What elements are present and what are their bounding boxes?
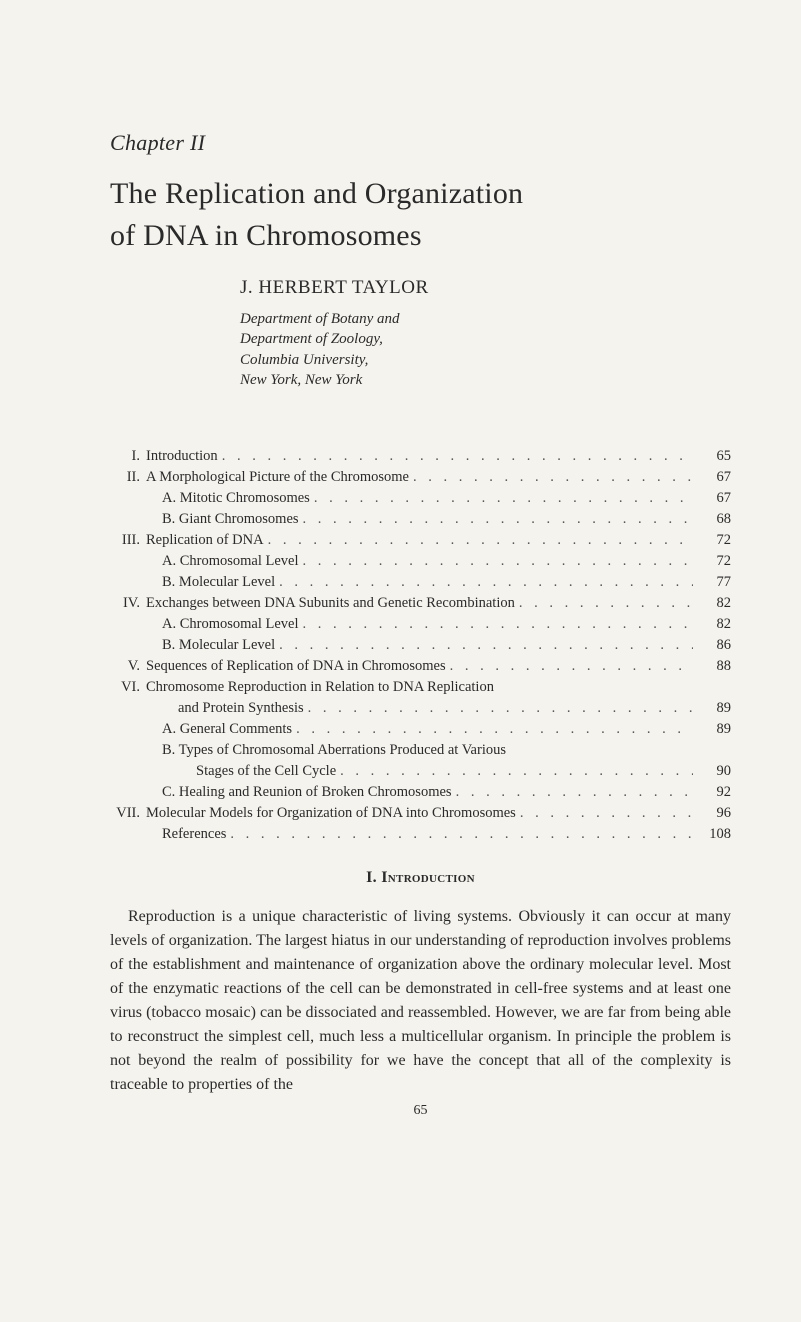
toc-leader <box>336 761 693 782</box>
toc-row: III.Replication of DNA 72 <box>110 530 731 551</box>
affiliation-block: Department of Botany and Department of Z… <box>110 309 731 390</box>
toc-page: 77 <box>693 572 731 593</box>
toc-page: 108 <box>693 824 731 845</box>
toc-label: B. Molecular Level <box>162 635 275 656</box>
toc-page: 65 <box>693 446 731 467</box>
toc-row: B. Molecular Level 86 <box>110 635 731 656</box>
toc-label: and Protein Synthesis <box>178 698 304 719</box>
toc-row: and Protein Synthesis 89 <box>110 698 731 719</box>
toc-leader <box>452 782 693 803</box>
affiliation-line: Department of Botany and <box>240 309 731 329</box>
toc-page: 72 <box>693 551 731 572</box>
toc-page: 72 <box>693 530 731 551</box>
toc-label: Molecular Models for Organization of DNA… <box>146 803 516 824</box>
toc-roman: I. <box>110 446 146 467</box>
body-paragraph: Reproduction is a unique characteristic … <box>110 905 731 1097</box>
table-of-contents: I.Introduction65II.A Morphological Pictu… <box>110 446 731 845</box>
title-line-1: The Replication and Organization <box>110 174 731 214</box>
toc-label: A. Mitotic Chromosomes <box>162 488 310 509</box>
toc-row: VII.Molecular Models for Organization of… <box>110 803 731 824</box>
toc-label: A. Chromosomal Level <box>162 614 299 635</box>
title-line-2: of DNA in Chromosomes <box>110 216 731 256</box>
toc-roman: II. <box>110 467 146 488</box>
toc-label: C. Healing and Reunion of Broken Chromos… <box>162 782 452 803</box>
toc-page: 67 <box>693 488 731 509</box>
toc-row: B. Molecular Level 77 <box>110 572 731 593</box>
toc-leader <box>226 824 693 845</box>
toc-roman: IV. <box>110 593 146 614</box>
toc-leader <box>446 656 693 677</box>
toc-leader <box>299 551 693 572</box>
page-number: 65 <box>110 1103 731 1119</box>
toc-roman: VII. <box>110 803 146 824</box>
toc-label: B. Molecular Level <box>162 572 275 593</box>
toc-leader <box>515 593 693 614</box>
toc-label: References <box>162 824 226 845</box>
toc-label: Exchanges between DNA Subunits and Genet… <box>146 593 515 614</box>
toc-page: 82 <box>693 614 731 635</box>
toc-leader <box>218 446 693 467</box>
toc-leader <box>275 635 693 656</box>
toc-row: A. Chromosomal Level 82 <box>110 614 731 635</box>
toc-page: 68 <box>693 509 731 530</box>
toc-row: II.A Morphological Picture of the Chromo… <box>110 467 731 488</box>
toc-page: 92 <box>693 782 731 803</box>
toc-row: A. Mitotic Chromosomes 67 <box>110 488 731 509</box>
toc-page: 89 <box>693 698 731 719</box>
toc-page: 90 <box>693 761 731 782</box>
toc-label: A. General Comments <box>162 719 292 740</box>
toc-page: 82 <box>693 593 731 614</box>
affiliation-line: New York, New York <box>240 370 731 390</box>
author: J. HERBERT TAYLOR <box>110 277 731 299</box>
page: Chapter II The Replication and Organizat… <box>0 0 801 1159</box>
toc-label: B. Types of Chromosomal Aberrations Prod… <box>162 740 506 761</box>
toc-leader <box>516 803 693 824</box>
toc-page: 86 <box>693 635 731 656</box>
toc-row: I.Introduction 65 <box>110 446 731 467</box>
toc-label: B. Giant Chromosomes <box>162 509 299 530</box>
toc-row: Stages of the Cell Cycle 90 <box>110 761 731 782</box>
toc-leader <box>275 572 693 593</box>
toc-page: 67 <box>693 467 731 488</box>
toc-label: Introduction <box>146 446 218 467</box>
toc-row: A. General Comments 89 <box>110 719 731 740</box>
toc-label: A. Chromosomal Level <box>162 551 299 572</box>
toc-row: IV.Exchanges between DNA Subunits and Ge… <box>110 593 731 614</box>
toc-leader <box>409 467 693 488</box>
toc-label: Chromosome Reproduction in Relation to D… <box>146 677 494 698</box>
toc-label: A Morphological Picture of the Chromosom… <box>146 467 409 488</box>
section-heading-roman: I. <box>366 869 377 886</box>
toc-row: VI.Chromosome Reproduction in Relation t… <box>110 677 731 698</box>
toc-leader <box>299 509 693 530</box>
toc-roman: VI. <box>110 677 146 698</box>
toc-page: 96 <box>693 803 731 824</box>
toc-leader <box>310 488 693 509</box>
toc-row: V.Sequences of Replication of DNA in Chr… <box>110 656 731 677</box>
section-heading: I. Introduction <box>110 869 731 887</box>
toc-leader <box>264 530 693 551</box>
toc-roman: V. <box>110 656 146 677</box>
toc-row: A. Chromosomal Level 72 <box>110 551 731 572</box>
toc-leader <box>292 719 693 740</box>
section-heading-text: Introduction <box>381 869 475 886</box>
toc-row: References 108 <box>110 824 731 845</box>
chapter-label: Chapter II <box>110 130 731 156</box>
toc-leader <box>304 698 693 719</box>
affiliation-line: Department of Zoology, <box>240 329 731 349</box>
toc-leader <box>299 614 693 635</box>
toc-label: Replication of DNA <box>146 530 264 551</box>
toc-page: 88 <box>693 656 731 677</box>
toc-page: 89 <box>693 719 731 740</box>
affiliation-line: Columbia University, <box>240 350 731 370</box>
toc-row: C. Healing and Reunion of Broken Chromos… <box>110 782 731 803</box>
toc-label: Sequences of Replication of DNA in Chrom… <box>146 656 446 677</box>
toc-row: B. Giant Chromosomes 68 <box>110 509 731 530</box>
toc-row: B. Types of Chromosomal Aberrations Prod… <box>110 740 731 761</box>
toc-roman: III. <box>110 530 146 551</box>
toc-label: Stages of the Cell Cycle <box>196 761 336 782</box>
